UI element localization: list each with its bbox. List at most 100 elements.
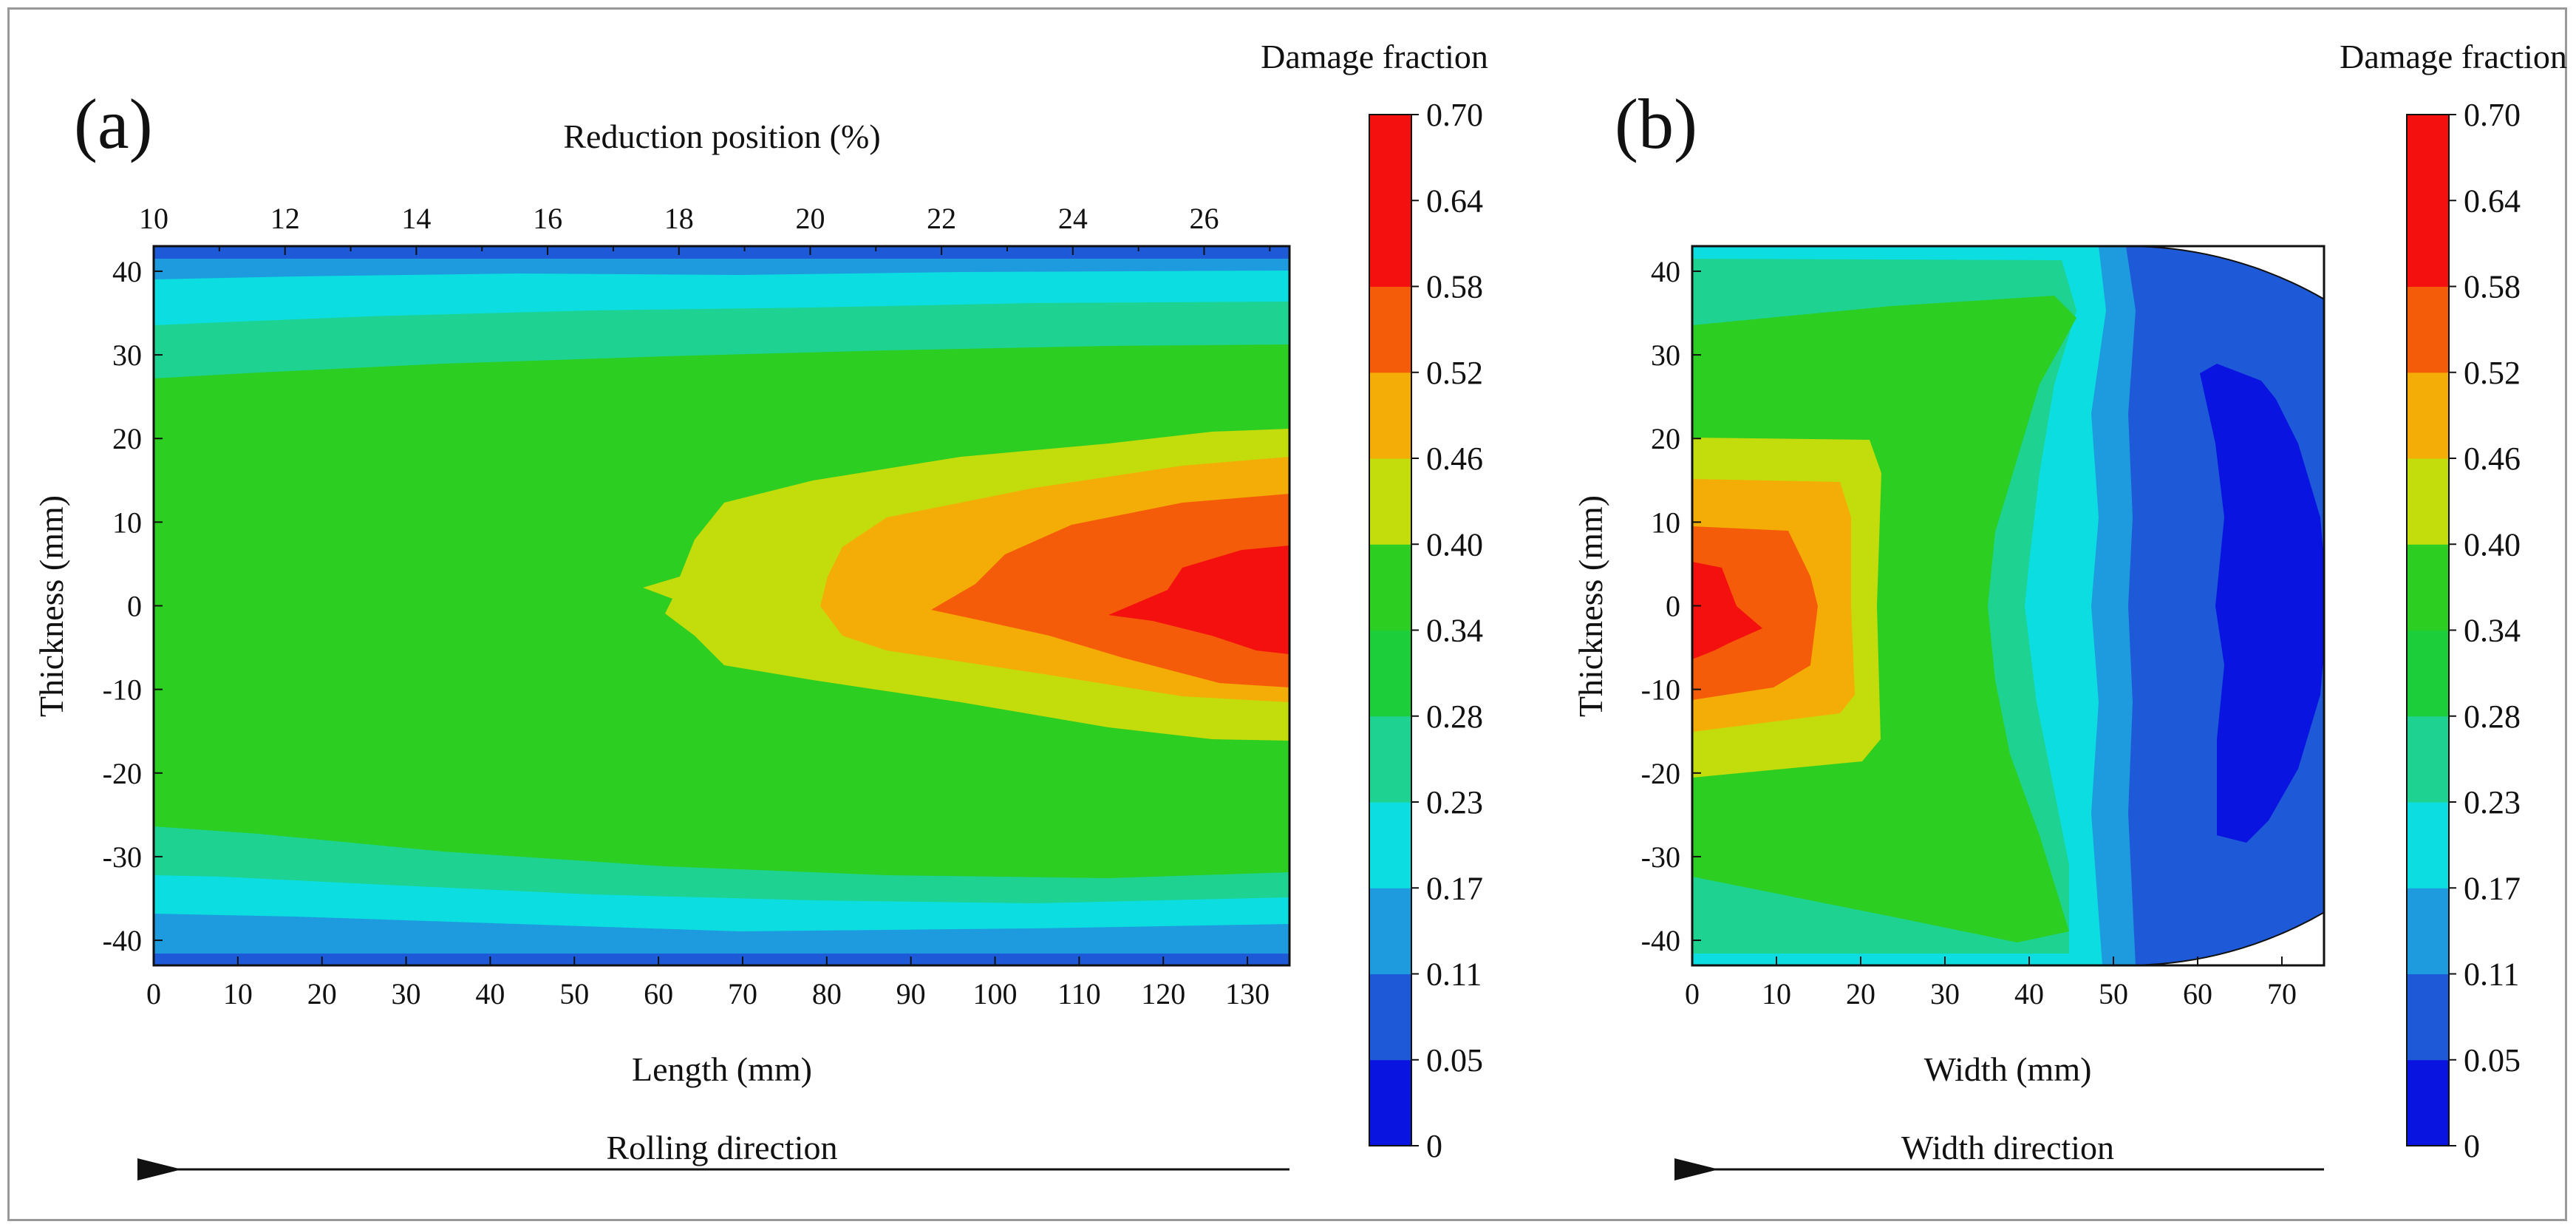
y-tick-label: 30	[112, 339, 142, 372]
top-tick-label: 12	[270, 202, 300, 235]
top-tick-label: 18	[664, 202, 694, 235]
panel-b-label: (b)	[1615, 84, 1697, 163]
x-tick-label: 40	[2014, 977, 2044, 1010]
colorbar-band	[2407, 716, 2449, 803]
colorbar-band	[2407, 115, 2449, 201]
panel-a-x-ticks: 0 10 20 30 40 50 60 70 80 90 100 110 120 130	[146, 957, 1270, 1010]
top-tick-label: 20	[795, 202, 825, 235]
figure-frame	[7, 7, 2567, 1221]
colorbar-band	[2407, 200, 2449, 287]
panel-a-label: (a)	[74, 84, 153, 163]
x-tick-label: 120	[1141, 977, 1185, 1010]
colorbar-b-ticks: 0 0.05 0.11 0.17 0.23 0.28 0.34 0.40 0.46 0.52 0.5…	[2449, 97, 2521, 1164]
colorbar-tick-label: 0	[2464, 1128, 2480, 1164]
width-direction-label: Width direction	[1901, 1129, 2114, 1166]
panel-a-y-ticks: 40 30 20 10 0 -10 -20 -30 -40	[103, 255, 163, 957]
top-tick-label: 10	[139, 202, 168, 235]
x-tick-label: 0	[1685, 977, 1700, 1010]
y-tick-label: -20	[1641, 757, 1680, 790]
y-tick-label: 0	[127, 590, 142, 623]
colorbar-tick-label: 0.17	[1426, 870, 1483, 906]
colorbar-band	[1369, 1059, 1411, 1146]
rolling-direction-label: Rolling direction	[606, 1129, 837, 1166]
panel-b-x-axis-label: Width (mm)	[1924, 1050, 2092, 1088]
y-tick-label: -20	[103, 757, 142, 790]
x-tick-label: 40	[475, 977, 505, 1010]
colorbar-band	[1369, 458, 1411, 545]
x-tick-label: 130	[1225, 977, 1270, 1010]
top-tick-label: 14	[401, 202, 431, 235]
y-tick-label: 30	[1651, 339, 1680, 372]
x-tick-label: 70	[2267, 977, 2297, 1010]
colorbar-tick-label: 0	[1426, 1128, 1442, 1164]
panel-a-contour-map	[154, 246, 1289, 965]
y-tick-label: -10	[1641, 673, 1680, 707]
x-tick-label: 100	[973, 977, 1018, 1010]
colorbar-tick-label: 0.58	[2464, 269, 2521, 305]
colorbar-tick-label: 0.28	[2464, 699, 2521, 735]
contour-level-0.58	[931, 494, 1289, 687]
x-tick-label: 10	[1762, 977, 1791, 1010]
colorbar-band	[1369, 630, 1411, 717]
y-tick-label: 0	[1666, 590, 1680, 623]
panel-a: (a) Reduction position (%) 0 10 20 30 40 50 60…	[33, 84, 1291, 1180]
contour-level-0.70	[1108, 546, 1289, 654]
y-tick-label: -40	[103, 924, 142, 957]
y-tick-label: 20	[112, 422, 142, 455]
colorbar-tick-label: 0.17	[2464, 870, 2521, 906]
x-tick-label: 110	[1057, 977, 1101, 1010]
x-tick-label: 60	[2183, 977, 2212, 1010]
x-tick-label: 0	[146, 977, 161, 1010]
x-tick-label: 70	[728, 977, 757, 1010]
contour-level-0.58	[1692, 526, 1818, 700]
colorbar-band	[2407, 630, 2449, 717]
top-tick-label: 24	[1058, 202, 1088, 235]
colorbar-b-bands	[2407, 115, 2449, 1146]
colorbar-band	[1369, 115, 1411, 201]
colorbar-tick-label: 0.34	[2464, 613, 2521, 649]
colorbar-band	[2407, 372, 2449, 459]
panel-a-x-axis-label: Length (mm)	[632, 1050, 812, 1088]
colorbar-band	[1369, 200, 1411, 287]
y-tick-label: 10	[112, 506, 142, 539]
x-tick-label: 30	[392, 977, 421, 1010]
colorbar-tick-label: 0.40	[2464, 526, 2521, 563]
colorbar-tick-label: 0.40	[1426, 526, 1483, 563]
panel-b: (b) 0 10 20 30 40 50 60 70 40 30 20 10 0 -10 -20 -30 -4…	[1572, 84, 2325, 1180]
y-tick-label: -40	[1641, 924, 1680, 957]
colorbar-a-title: Damage fraction	[1261, 38, 1488, 75]
colorbar-a: Damage fraction 0 0.05 0.11 0.17 0.23 0.28 0.3…	[1261, 38, 1488, 1164]
panel-b-x-ticks: 0 10 20 30 40 50 60 70	[1685, 957, 2297, 1010]
x-tick-label: 50	[2099, 977, 2128, 1010]
colorbar-band	[2407, 286, 2449, 373]
colorbar-band	[2407, 458, 2449, 545]
colorbar-tick-label: 0.05	[1426, 1042, 1483, 1078]
x-tick-label: 20	[1846, 977, 1875, 1010]
colorbar-band	[1369, 372, 1411, 459]
colorbar-band	[1369, 888, 1411, 974]
y-tick-label: 40	[1651, 255, 1680, 288]
colorbar-a-ticks: 0 0.05 0.11 0.17 0.23 0.28 0.34 0.40 0.46 0.52 0.5…	[1411, 97, 1483, 1164]
colorbar-a-bands	[1369, 115, 1411, 1146]
colorbar-tick-label: 0.28	[1426, 699, 1483, 735]
colorbar-tick-label: 0.23	[1426, 784, 1483, 820]
y-tick-label: -30	[1641, 840, 1680, 874]
x-tick-label: 30	[1930, 977, 1960, 1010]
colorbar-band	[1369, 974, 1411, 1061]
top-tick-label: 16	[533, 202, 562, 235]
colorbar-tick-label: 0.46	[2464, 441, 2521, 477]
top-tick-label: 26	[1190, 202, 1219, 235]
panel-a-top-axis-label: Reduction position (%)	[563, 118, 880, 155]
x-tick-label: 20	[307, 977, 337, 1010]
colorbar-tick-label: 0.64	[2464, 183, 2521, 219]
colorbar-band	[1369, 716, 1411, 803]
contour-level-0.70	[1692, 562, 1762, 659]
colorbar-b-title: Damage fraction	[2340, 38, 2567, 75]
y-tick-label: 20	[1651, 422, 1680, 455]
colorbar-tick-label: 0.34	[1426, 613, 1483, 649]
colorbar-band	[1369, 544, 1411, 631]
colorbar-band	[2407, 1059, 2449, 1146]
panel-b-contour-map	[1692, 246, 2324, 965]
colorbar-tick-label: 0.11	[2464, 957, 2519, 993]
